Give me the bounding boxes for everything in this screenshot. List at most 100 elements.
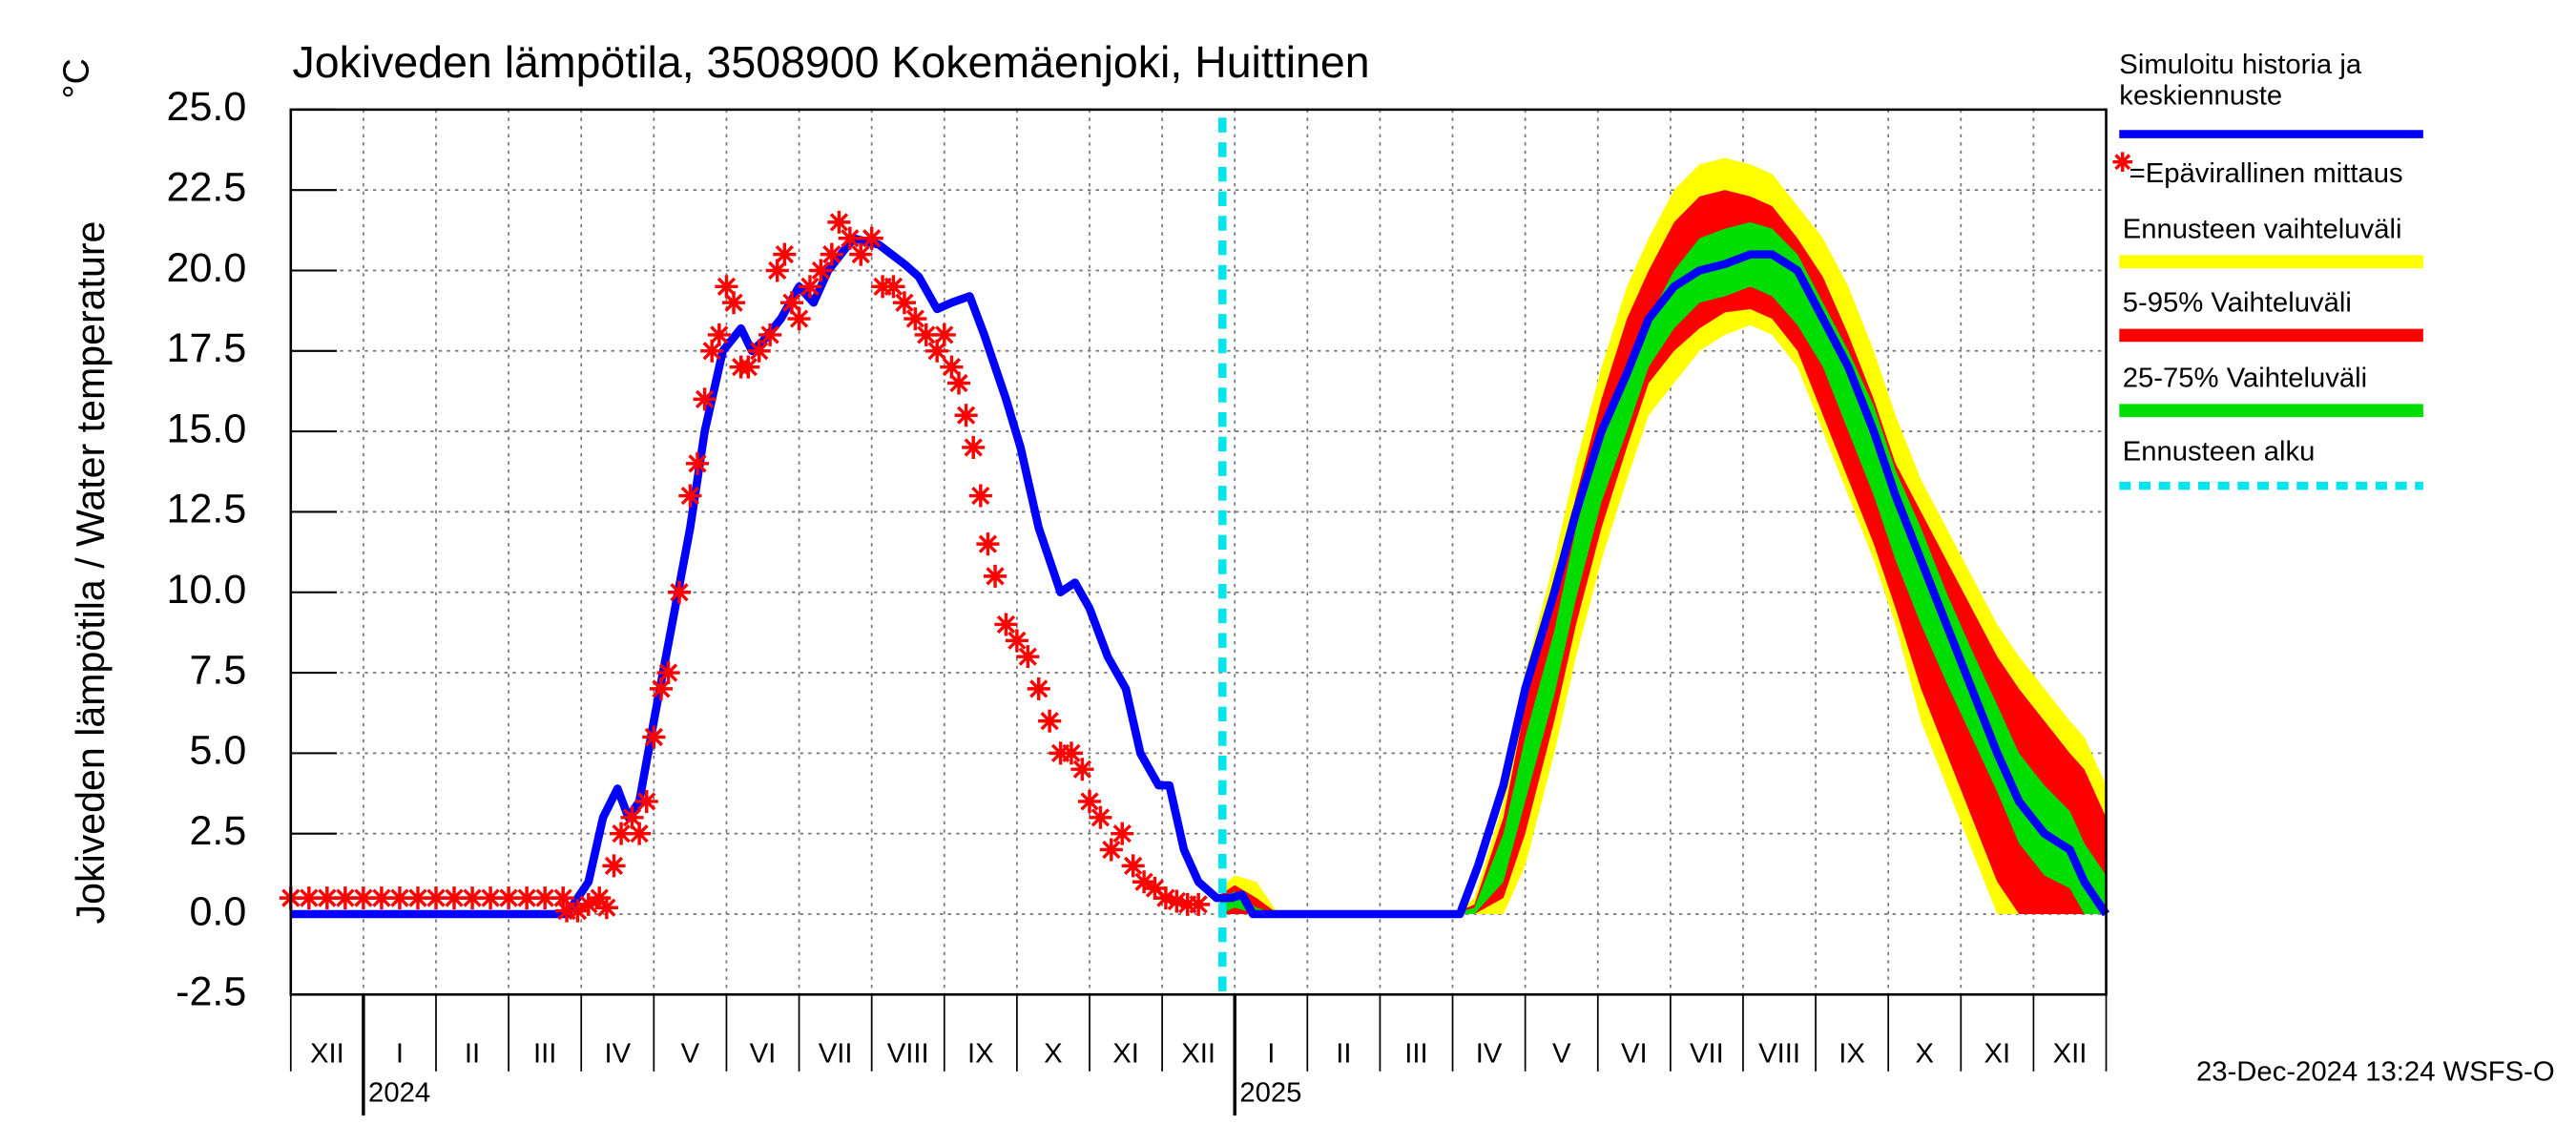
y-tick-label: 2.5 — [189, 808, 246, 854]
measurement-point — [1099, 838, 1123, 862]
band — [1219, 221, 2107, 914]
measurement-point — [634, 789, 658, 813]
measurement-point — [1089, 805, 1112, 829]
measurement-point — [576, 892, 600, 916]
x-month-label: IX — [1839, 1038, 1865, 1069]
x-month-label: XI — [1984, 1038, 2011, 1069]
year-label: 2025 — [1239, 1078, 1301, 1109]
measurement-point — [693, 387, 717, 411]
plot-frame — [289, 108, 2108, 996]
measurement-point — [1121, 854, 1145, 878]
legend-text-box: Simuloitu historia ja keskiennuste — [2119, 49, 2361, 111]
x-month-label: IX — [967, 1038, 994, 1069]
measurement-point — [405, 886, 430, 910]
measurement-point — [700, 339, 724, 363]
x-month-label: VIII — [887, 1038, 929, 1069]
measurement-point — [594, 896, 618, 920]
measurement-point — [620, 805, 644, 829]
y-tick-label: 15.0 — [167, 406, 247, 452]
x-month-label: VII — [1690, 1038, 1724, 1069]
measurement-point — [369, 886, 393, 910]
measurement-point — [424, 886, 448, 910]
measurement-point — [787, 307, 811, 331]
measurement-point — [946, 371, 971, 395]
x-month-label: I — [1267, 1038, 1275, 1069]
measurement-point — [656, 661, 680, 685]
measurement-point — [860, 226, 883, 250]
x-month-label: IV — [604, 1038, 631, 1069]
measurement-point — [882, 275, 905, 299]
line — [290, 234, 2110, 919]
measurement-point — [387, 886, 412, 910]
measurement-point — [297, 886, 321, 910]
measurement-point — [849, 242, 873, 266]
measurement-point — [351, 886, 375, 910]
measurement-point — [1077, 789, 1102, 813]
x-month-label: XI — [1112, 1038, 1139, 1069]
measurement-point — [962, 435, 986, 459]
measurement-point — [904, 307, 927, 331]
measurement-point — [747, 339, 771, 363]
y-tick-label: 5.0 — [189, 728, 246, 774]
measurement-point — [602, 854, 626, 878]
x-month-label: II — [1336, 1038, 1351, 1069]
measurement-point — [1038, 709, 1062, 733]
measurement-point — [779, 291, 803, 315]
measurement-point — [1059, 741, 1084, 765]
measurement-point — [994, 613, 1018, 636]
legend-label: =Epävirallinen mittaus — [2129, 158, 2403, 189]
measurement-point — [1132, 870, 1156, 894]
measurement-point — [838, 226, 862, 250]
measurement-point — [1111, 822, 1134, 845]
measurement-point — [333, 886, 357, 910]
measurement-point — [442, 886, 467, 910]
measurement-point — [721, 291, 746, 315]
x-month-label: V — [681, 1038, 700, 1069]
legend-label: 5-95% Vaihteluväli — [2123, 288, 2352, 319]
x-month-label: IV — [1476, 1038, 1503, 1069]
x-month-label: XII — [310, 1038, 344, 1069]
measurement-point — [892, 291, 916, 315]
measurement-point — [1143, 876, 1167, 900]
legend-label: Ennusteen alku — [2123, 437, 2316, 468]
measurement-point — [925, 339, 949, 363]
measurement-point — [773, 242, 797, 266]
year-label: 2024 — [368, 1078, 430, 1109]
measurement-point — [667, 580, 692, 604]
y-axis-unit: °C — [57, 58, 97, 98]
measurement-point — [932, 323, 956, 346]
measurement-point — [765, 259, 789, 282]
measurement-point — [315, 886, 339, 910]
x-month-label: II — [465, 1038, 480, 1069]
measurement-point — [678, 484, 702, 508]
y-axis-label: Jokiveden lämpötila / Water temperature — [69, 221, 113, 925]
x-month-label: VI — [750, 1038, 777, 1069]
measurement-point — [566, 899, 590, 923]
measurement-point — [610, 822, 634, 845]
measurement-point — [737, 355, 760, 379]
y-tick-label: 10.0 — [167, 567, 247, 613]
measurement-point — [1070, 758, 1094, 781]
measurement-point — [1016, 645, 1040, 669]
measurement-point — [820, 242, 843, 266]
x-month-label: X — [1044, 1038, 1063, 1069]
measurement-point — [649, 677, 673, 700]
y-tick-label: 22.5 — [167, 165, 247, 211]
x-month-label: VII — [819, 1038, 853, 1069]
measurement-point — [983, 564, 1008, 588]
x-month-label: VI — [1621, 1038, 1648, 1069]
measurement-point — [1005, 629, 1028, 653]
measurement-point — [914, 323, 938, 346]
measurement-point — [642, 725, 666, 749]
measurement-point — [533, 886, 557, 910]
y-tick-label: 25.0 — [167, 84, 247, 130]
measurement-point — [588, 886, 612, 910]
x-month-label: III — [533, 1038, 556, 1069]
measurement-point — [798, 275, 822, 299]
legend-label: 25-75% Vaihteluväli — [2123, 363, 2367, 393]
chart-title: Jokiveden lämpötila, 3508900 Kokemäenjok… — [293, 37, 1370, 87]
measurement-point — [515, 886, 539, 910]
y-tick-label: -2.5 — [176, 969, 246, 1015]
